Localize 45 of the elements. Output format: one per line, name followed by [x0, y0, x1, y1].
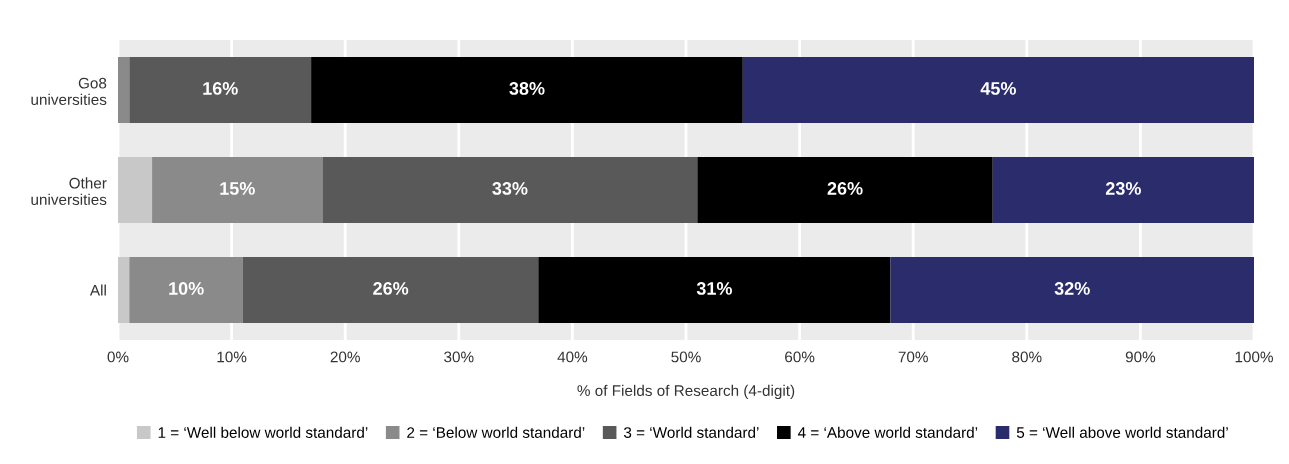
legend-label: 3 = ‘World standard’	[623, 426, 759, 438]
bar	[890, 257, 1254, 323]
x-tick-label: 20%	[330, 351, 360, 363]
bar	[118, 257, 130, 323]
bar	[242, 257, 539, 323]
data-label: 16%	[203, 82, 238, 95]
bar	[992, 157, 1254, 223]
data-label: 26%	[827, 182, 863, 195]
bar	[152, 157, 323, 223]
bar	[129, 57, 312, 123]
data-label: 45%	[980, 82, 1016, 95]
bar	[742, 57, 1254, 123]
x-tick-label: 100%	[1235, 351, 1273, 363]
x-tick-label: 30%	[444, 351, 474, 363]
x-tick-label: 80%	[1012, 351, 1042, 363]
y-tick-label: Other universities	[31, 177, 107, 206]
legend-label: 5 = ‘Well above world standard’	[1016, 426, 1228, 438]
x-tick-label: 70%	[898, 351, 928, 363]
bar	[322, 157, 698, 223]
x-tick-label: 10%	[217, 351, 247, 363]
x-tick-label: 60%	[785, 351, 815, 363]
data-label: 32%	[1054, 282, 1090, 295]
data-label: 33%	[492, 182, 528, 195]
data-label: 15%	[220, 182, 255, 195]
bar	[118, 157, 153, 223]
x-axis-title: % of Fields of Research (4-digit)	[577, 384, 795, 400]
bar	[118, 57, 130, 123]
bar	[129, 257, 243, 323]
bar	[311, 57, 743, 123]
data-label: 38%	[509, 82, 545, 95]
legend-label: 2 = ‘Below world standard’	[407, 426, 585, 438]
data-label: 23%	[1105, 182, 1141, 195]
x-tick-label: 50%	[671, 351, 701, 363]
bar	[538, 257, 891, 323]
x-tick-label: 40%	[557, 351, 588, 363]
data-label: 10%	[169, 282, 204, 295]
bar	[697, 157, 993, 223]
y-tick-label: Go8 universities	[31, 77, 107, 106]
y-tick-label: All	[89, 284, 106, 296]
x-tick-label: 90%	[1125, 351, 1156, 363]
data-label: 26%	[373, 282, 409, 295]
legend-label: 4 = ‘Above world standard’	[797, 426, 978, 438]
x-tick-label: 0%	[107, 351, 129, 363]
legend-label: 1 = ‘Well below world standard’	[158, 426, 368, 438]
data-label: 31%	[696, 282, 732, 295]
